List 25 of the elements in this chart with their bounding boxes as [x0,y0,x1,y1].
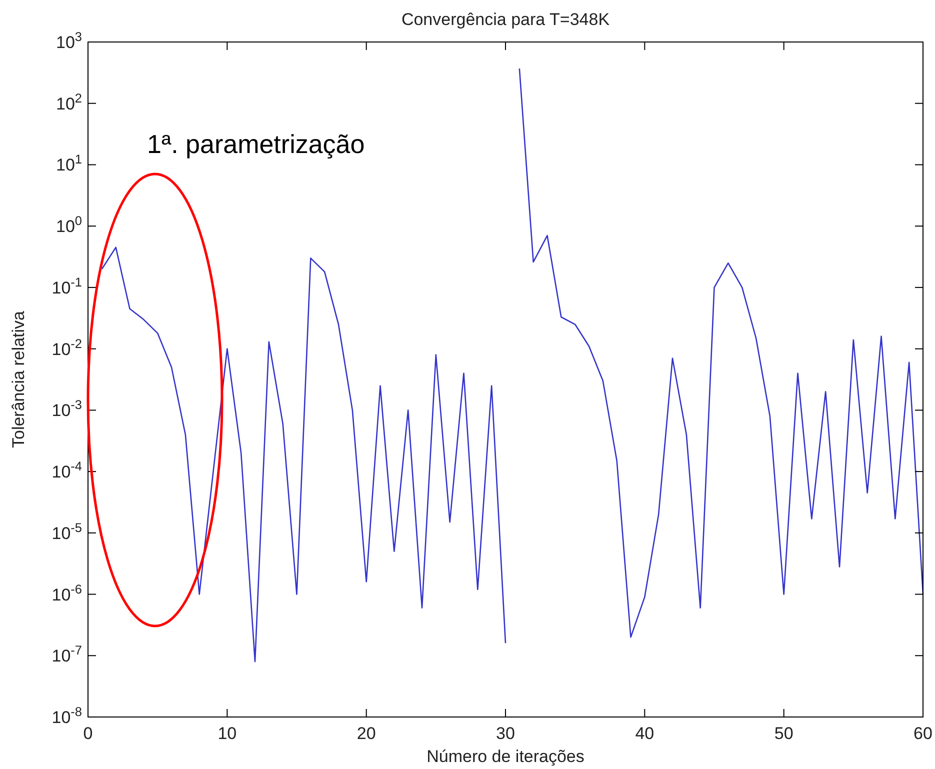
x-tick-label: 20 [356,724,376,743]
y-tick-label: 10$^{-2}$ [52,335,82,359]
y-axis-title: Tolerância relativa [9,310,28,448]
annotation: 1ª. parametrização [147,129,365,159]
y-tick-label: 10$^{-7}$ [52,642,82,666]
y-tick-label: 10$^{1}$ [56,151,82,175]
y-tick-label: 10$^{-5}$ [52,519,82,543]
x-tick-label: 40 [635,724,654,743]
y-tick-label: 10$^{-3}$ [52,396,82,420]
chart-title: Convergência para T=348K [401,10,610,29]
y-tick-label: 10$^{0}$ [56,212,82,236]
y-tick-label: 10$^{-4}$ [52,458,82,482]
y-tick-label: 10$^{2}$ [56,90,82,114]
x-tick-label: 10 [218,724,237,743]
line-series [101,246,506,662]
y-tick-label: 10$^{-1}$ [52,274,82,298]
x-axis-title: Número de iterações [426,747,584,766]
y-tick-label: 10$^{-6}$ [52,580,82,604]
x-tick-label: 0 [83,724,93,743]
y-tick-label: 10$^{3}$ [56,28,82,52]
x-tick-label: 30 [496,724,515,743]
line-series [518,68,924,638]
y-tick-label: 10$^{-8}$ [52,704,82,727]
x-tick-label: 50 [774,724,794,743]
x-tick-label: 60 [914,724,932,743]
